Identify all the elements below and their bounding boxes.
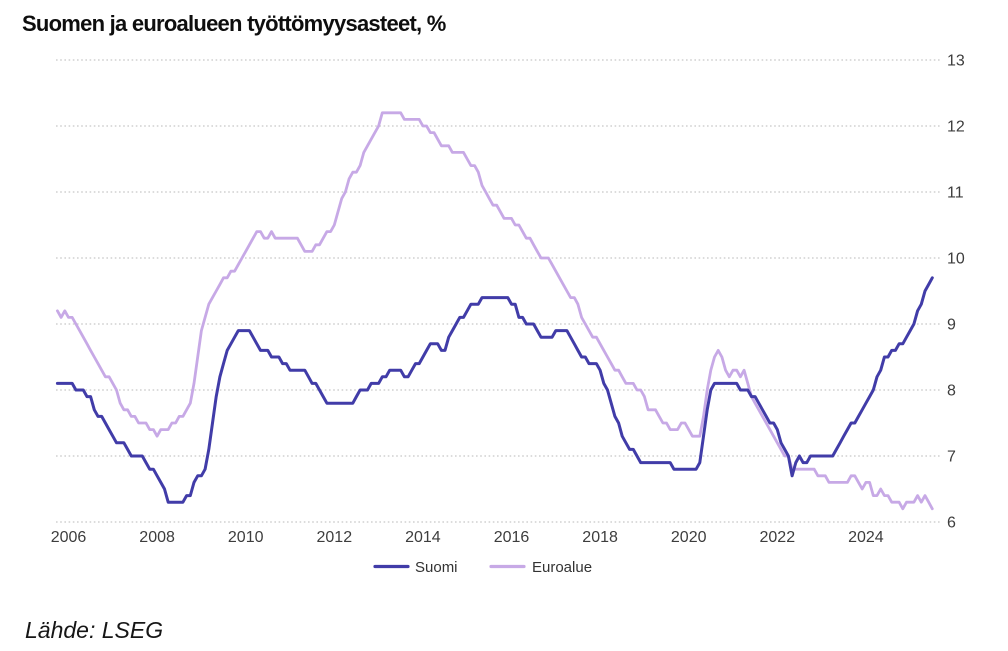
svg-text:2016: 2016 xyxy=(494,529,530,546)
svg-text:2014: 2014 xyxy=(405,529,441,546)
svg-text:Suomen ja euroalueen työttömyy: Suomen ja euroalueen työttömyysasteet, % xyxy=(22,11,446,36)
svg-text:2020: 2020 xyxy=(671,529,707,546)
svg-text:7: 7 xyxy=(947,449,956,466)
svg-text:11: 11 xyxy=(947,185,964,202)
svg-text:Euroalue: Euroalue xyxy=(532,559,592,576)
svg-text:2018: 2018 xyxy=(582,529,618,546)
svg-text:2022: 2022 xyxy=(760,529,796,546)
svg-text:2008: 2008 xyxy=(139,529,175,546)
svg-text:2024: 2024 xyxy=(848,529,884,546)
svg-text:10: 10 xyxy=(947,251,965,268)
svg-text:2006: 2006 xyxy=(51,529,87,546)
svg-text:Lähde: LSEG: Lähde: LSEG xyxy=(25,617,163,643)
svg-text:6: 6 xyxy=(947,515,956,532)
svg-text:2010: 2010 xyxy=(228,529,264,546)
svg-text:2012: 2012 xyxy=(317,529,353,546)
svg-text:8: 8 xyxy=(947,383,956,400)
svg-text:9: 9 xyxy=(947,317,956,334)
svg-text:13: 13 xyxy=(947,53,965,70)
svg-text:12: 12 xyxy=(947,119,965,136)
svg-text:Suomi: Suomi xyxy=(415,559,458,576)
